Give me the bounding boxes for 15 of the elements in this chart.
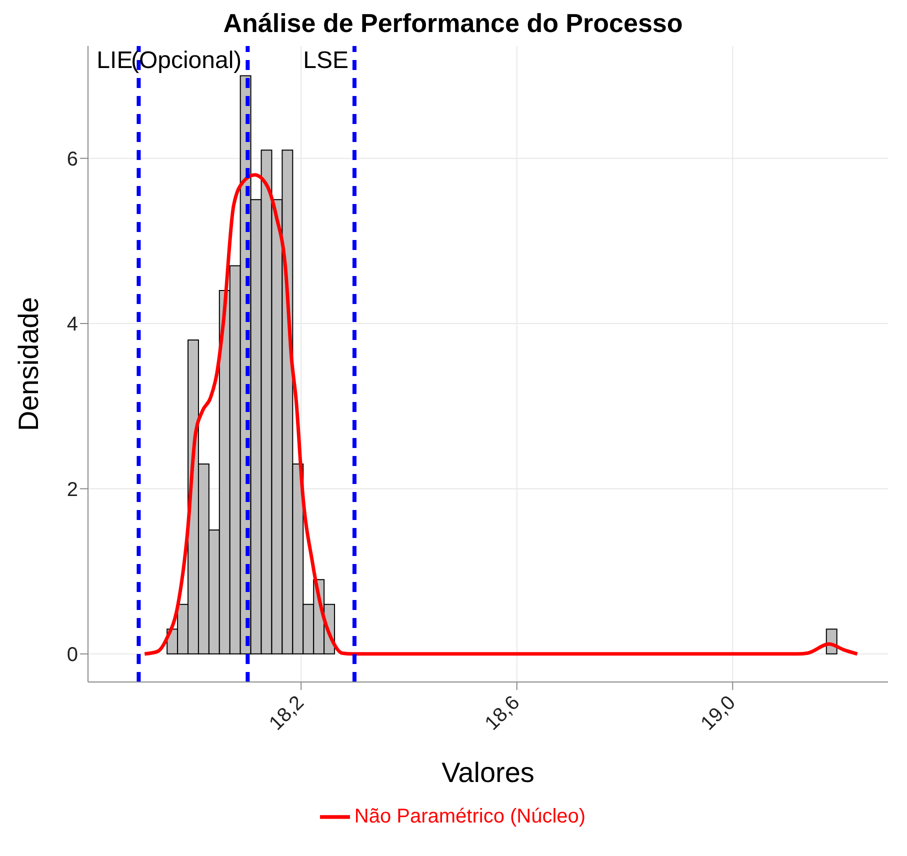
y-tick-label: 4 [66, 314, 78, 336]
x-tick-label: 18,2 [265, 692, 308, 735]
x-tick-label: 18,6 [481, 692, 524, 735]
y-tick-label: 2 [66, 478, 78, 501]
x-tick-label: 19,0 [696, 692, 740, 735]
legend-label: Não Paramétrico (Núcleo) [354, 805, 586, 828]
chart-title: Análise de Performance do Processo [222, 8, 684, 40]
y-tick-label: 0 [66, 644, 78, 666]
ref-line-label: LSE [303, 47, 348, 74]
ref-line-label: LIE [96, 47, 133, 74]
y-axis-title: Densidade [12, 297, 44, 431]
x-axis-title: Valores [442, 757, 534, 788]
y-tick-label: 6 [66, 148, 78, 170]
ref-line-label: (Opcional) [130, 47, 242, 74]
line-series [142, 173, 859, 656]
